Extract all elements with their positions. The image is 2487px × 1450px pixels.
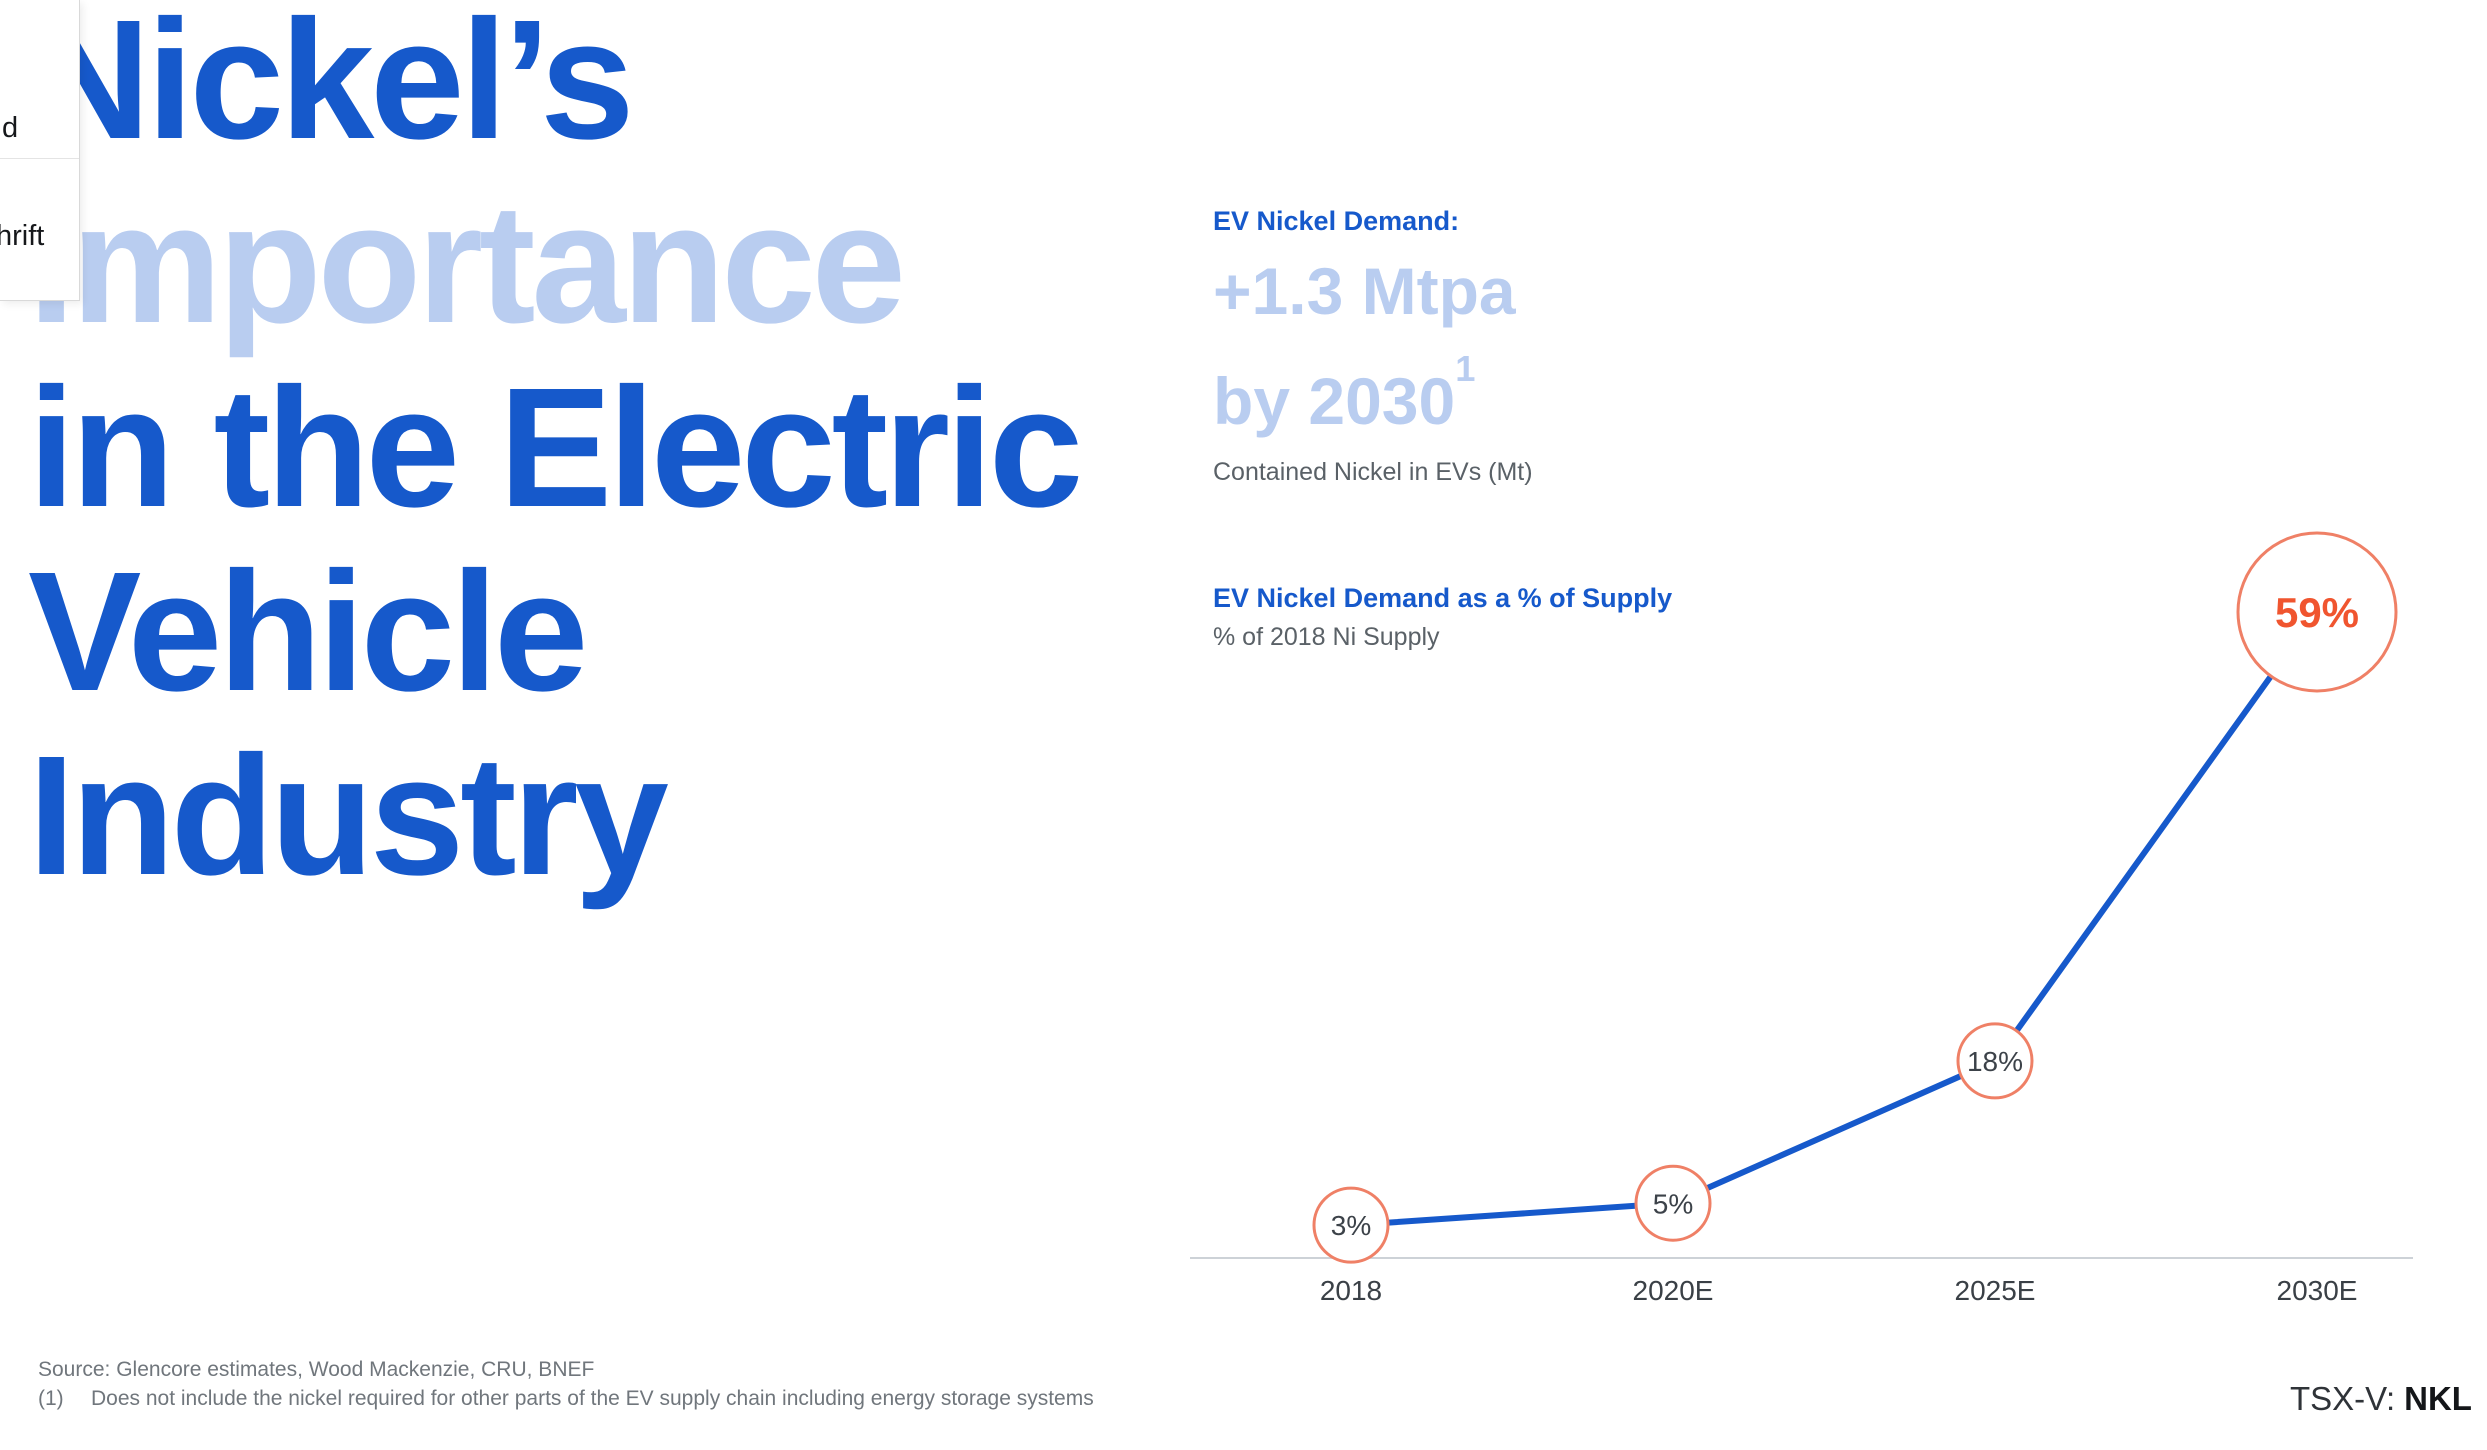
- source-text: Source: Glencore estimates, Wood Mackenz…: [38, 1358, 595, 1381]
- chart-point-label-2020E: 5%: [1653, 1188, 1693, 1219]
- dropdown-item-fragment[interactable]: d: [2, 112, 19, 144]
- chart-point-label-2018: 3%: [1331, 1210, 1371, 1241]
- chart-tick-label-2018: 2018: [1320, 1275, 1382, 1306]
- ticker-exchange-label: TSX-V:: [2290, 1380, 2396, 1417]
- chart-point-label-2030E: 59%: [2275, 589, 2359, 636]
- demand-value-line2-text: by 2030: [1213, 364, 1456, 438]
- headline-line-nickels: Nickel’s: [28, 0, 635, 175]
- chart-marker-2025E: [1956, 1022, 2034, 1100]
- demand-line: [1350, 610, 2320, 1229]
- chart-tick-label-2030E: 2030E: [2277, 1275, 2358, 1306]
- chart-point-label-2025E: 18%: [1967, 1046, 2023, 1077]
- headline-line-in-the-electric: in the Electric: [28, 353, 1083, 543]
- demand-callout-label: EV Nickel Demand:: [1213, 206, 1460, 236]
- dropdown-divider: [0, 158, 79, 159]
- headline-line-industry: Industry: [28, 721, 669, 911]
- supply-callout-title: EV Nickel Demand as a % of Supply: [1213, 583, 1673, 613]
- ev-demand-callout: EV Nickel Demand: +1.3 Mtpa by 20301 Con…: [1213, 206, 1533, 487]
- autocomplete-dropdown: d hrift: [0, 0, 80, 301]
- footnote-reference: 1: [1455, 348, 1476, 390]
- chart-marker-2030E: [2236, 531, 2398, 693]
- chart-tick-label-2020E: 2020E: [1633, 1275, 1714, 1306]
- headline-line-importance: Importance: [28, 169, 906, 359]
- dropdown-item-fragment[interactable]: hrift: [0, 220, 45, 252]
- chart-marker-2018: [1312, 1186, 1390, 1264]
- headline-line-vehicle: Vehicle: [28, 537, 588, 727]
- demand-callout-subtitle: Contained Nickel in EVs (Mt): [1213, 458, 1533, 486]
- headline: Nickel’s Importance in the Electric Vehi…: [28, 0, 1083, 911]
- supply-callout: EV Nickel Demand as a % of Supply % of 2…: [1213, 583, 1672, 652]
- footnote-marker: (1): [38, 1387, 64, 1410]
- demand-value-line1: +1.3 Mtpa: [1213, 254, 1516, 328]
- footnote-text: Does not include the nickel required for…: [91, 1387, 1094, 1410]
- ticker: TSX-V: NKL: [2290, 1380, 2472, 1418]
- ev-demand-chart-svg: 3% 2018 5% 2020E 18% 2025E 59% 2030E: [1190, 531, 2413, 1306]
- chart-marker-2020E: [1634, 1164, 1712, 1242]
- demand-value-line2: by 20301: [1213, 340, 1533, 450]
- ticker-symbol: NKL: [2404, 1380, 2472, 1417]
- footnote: (1) Does not include the nickel required …: [38, 1387, 1094, 1411]
- supply-callout-subtitle: % of 2018 Ni Supply: [1213, 623, 1440, 651]
- chart-tick-label-2025E: 2025E: [1955, 1275, 2036, 1306]
